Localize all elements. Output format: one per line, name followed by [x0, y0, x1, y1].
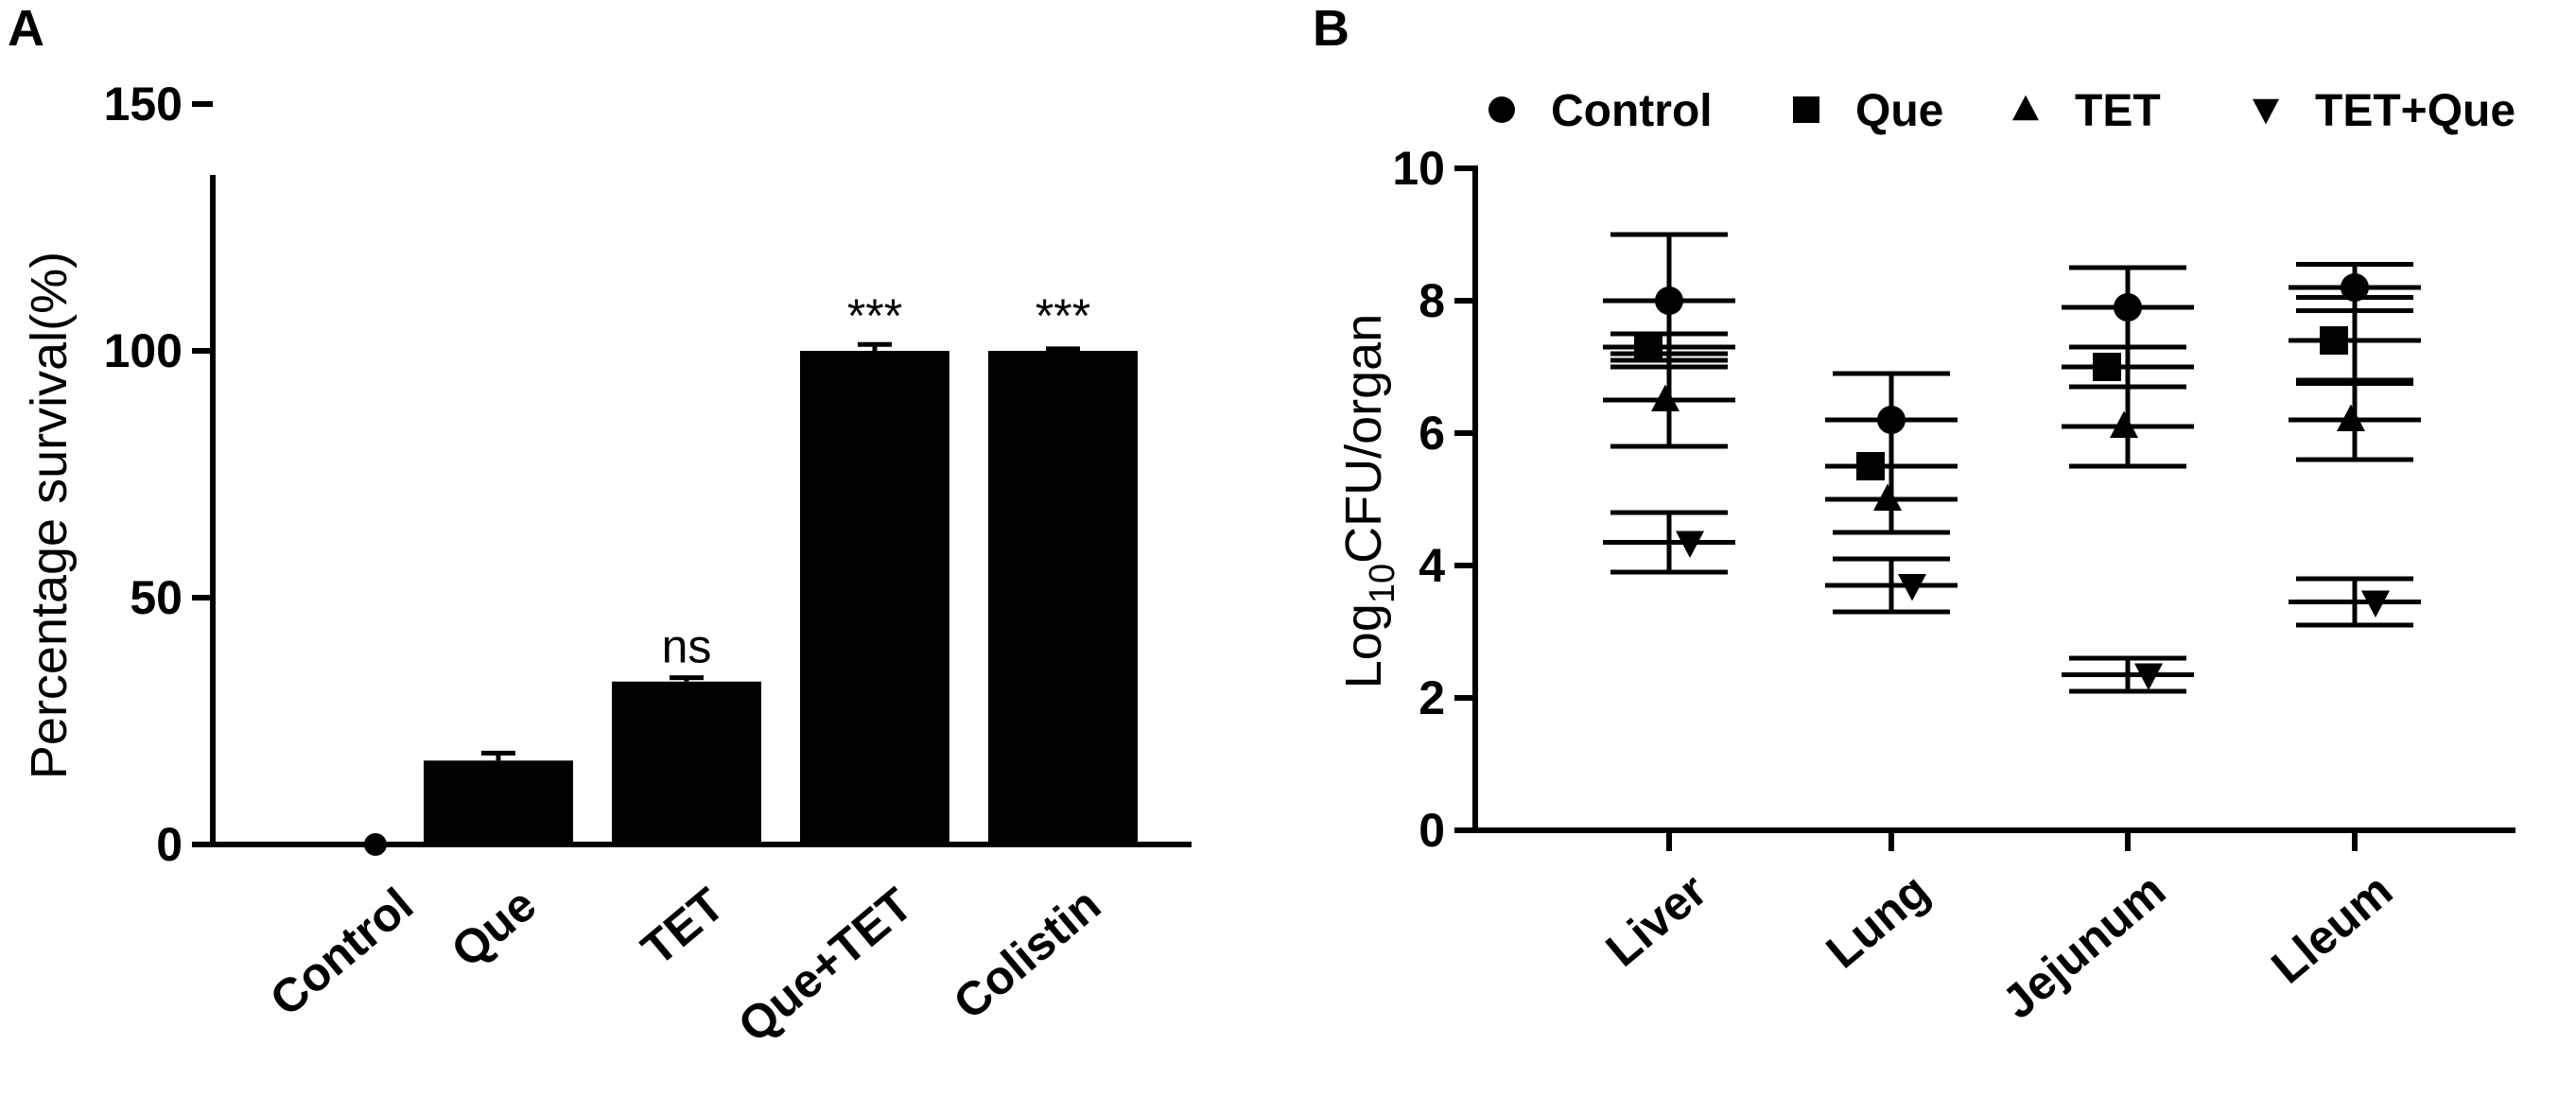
panel-a-bar — [800, 351, 949, 844]
panel-b-x-tick-label: Liver — [1596, 863, 1717, 977]
panel-a-bar — [424, 760, 573, 844]
panel-b-y-tick-label: 6 — [1419, 407, 1445, 460]
panel-b-marker-triangle-up — [1873, 483, 1902, 511]
panel-b-marker-circle — [1655, 287, 1683, 315]
panel-a-y-tick-label: 150 — [104, 78, 183, 131]
panel-b-letter: B — [1313, 0, 1349, 57]
panel-a-x-tick-label: Que — [442, 878, 546, 977]
panel-b-marker-square — [2320, 326, 2348, 355]
panel-a-significance-label: ns — [662, 620, 712, 673]
panel-a: A Percentage survival(%) 0 50 100 150 ns ***… — [8, 0, 1192, 1053]
panel-a-zero-point — [364, 833, 387, 856]
panel-b-marker-square — [1793, 96, 1819, 123]
panel-b-marker-circle — [2341, 273, 2369, 302]
panel-b-marker-triangle-down — [1898, 574, 1926, 601]
panel-b-y-tick-label: 8 — [1419, 274, 1445, 327]
panel-b-marker-triangle-down — [2361, 590, 2390, 618]
panel-b-marker-square — [2093, 353, 2121, 381]
panel-a-x-tick-label: Que+TET — [728, 878, 922, 1053]
panel-b-marker-circle — [1488, 96, 1515, 123]
panel-a-x-tick-label: TET — [632, 878, 734, 976]
panel-a-x-tick-label: Colistin — [944, 878, 1110, 1030]
panel-a-y-tick-label: 100 — [104, 324, 183, 377]
panel-b-points — [1603, 232, 2421, 851]
panel-a-letter: A — [8, 0, 44, 57]
panel-b-y-axis-title: Log10CFU/organ — [1335, 314, 1402, 688]
panel-b-y-axis-title-subscript: 10 — [1363, 564, 1402, 603]
panel-a-y-tick-label: 0 — [156, 818, 183, 871]
panel-b-y-tick-label: 4 — [1419, 539, 1445, 592]
panel-a-y-axis-title: Percentage survival(%) — [21, 252, 78, 779]
panel-b-y-axis-title-rest: CFU/organ — [1335, 314, 1392, 564]
panel-b-x-tick-label: Lung — [1817, 863, 1940, 978]
panel-b-legend-label: Control — [1551, 86, 1713, 136]
panel-b-legend-label: Que — [1855, 86, 1943, 136]
panel-b-x-tick-labels: Liver Lung Jejunum Lleum — [1596, 863, 2403, 1029]
panel-b-marker-triangle-up — [2110, 410, 2138, 438]
panel-b-legend: Control Que TET TET+Que — [1488, 86, 2515, 136]
panel-b-y-tick-label: 10 — [1392, 142, 1445, 195]
panel-a-significance-label: *** — [1036, 289, 1090, 342]
panel-b-marker-triangle-up — [2012, 95, 2039, 121]
panel-b-y-axis-title-main: Log — [1335, 603, 1392, 688]
panel-b-marker-triangle-up — [2337, 404, 2365, 431]
panel-a-significance-label: *** — [847, 289, 902, 342]
panel-b-y-tick-label: 0 — [1419, 804, 1445, 857]
panel-b-marker-triangle-down — [2134, 663, 2163, 690]
panel-b-marker-circle — [2114, 293, 2142, 322]
panel-b-x-tick-label: Lleum — [2261, 863, 2402, 994]
panel-b-legend-label: TET — [2075, 86, 2161, 136]
panel-b-legend-label: TET+Que — [2315, 86, 2515, 136]
panel-b-x-tick-label: Jejunum — [1993, 863, 2175, 1029]
panel-b-y-ticks: 0 2 4 6 8 10 — [1392, 142, 1475, 857]
panel-a-y-tick-label: 50 — [130, 571, 183, 624]
panel-b-marker-square — [1634, 333, 1662, 361]
panel-a-y-ticks: 0 50 100 150 — [104, 78, 213, 871]
panel-b-marker-triangle-down — [2253, 98, 2279, 125]
panel-b-marker-circle — [1877, 406, 1906, 434]
panel-a-bar — [612, 681, 761, 844]
panel-b-marker-triangle-up — [1651, 384, 1680, 411]
panel-b-y-tick-label: 2 — [1419, 671, 1445, 724]
panel-b-marker-triangle-down — [1676, 531, 1704, 558]
panel-a-bars: ns *** *** — [364, 289, 1138, 856]
panel-a-x-tick-label: Control — [260, 878, 423, 1026]
panel-a-bar — [988, 351, 1138, 844]
